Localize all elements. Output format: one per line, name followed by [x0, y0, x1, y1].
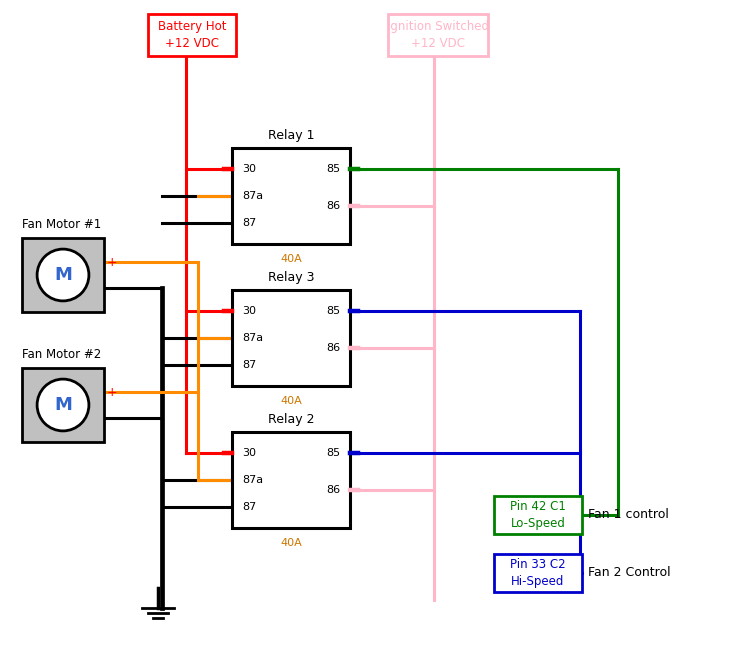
Bar — [232, 148, 350, 244]
Text: 87: 87 — [242, 502, 256, 512]
Text: M: M — [54, 396, 72, 414]
Text: +: + — [107, 386, 118, 399]
Text: Fan Motor #2: Fan Motor #2 — [22, 348, 101, 361]
Text: -: - — [107, 282, 112, 295]
Text: Fan 2 Control: Fan 2 Control — [588, 567, 671, 579]
Text: 87a: 87a — [242, 475, 263, 485]
Text: 87a: 87a — [242, 333, 263, 343]
Text: Relay 1: Relay 1 — [268, 129, 314, 142]
Bar — [494, 496, 582, 534]
Text: Fan Motor #1: Fan Motor #1 — [22, 218, 101, 231]
Text: Ignition Switched
+12 VDC: Ignition Switched +12 VDC — [387, 20, 489, 50]
Text: 85: 85 — [326, 448, 340, 458]
Text: 86: 86 — [326, 201, 340, 211]
Text: 87: 87 — [242, 218, 256, 228]
Bar — [232, 432, 350, 528]
Text: +: + — [107, 256, 118, 269]
Text: Fan 1 control: Fan 1 control — [588, 508, 669, 522]
Text: M: M — [54, 266, 72, 284]
Text: 85: 85 — [326, 306, 340, 316]
Bar — [22, 238, 104, 312]
Text: 40A: 40A — [280, 254, 302, 264]
Text: Battery Hot
+12 VDC: Battery Hot +12 VDC — [158, 20, 226, 50]
Text: 30: 30 — [242, 448, 256, 458]
Bar — [388, 14, 488, 56]
Circle shape — [37, 379, 89, 431]
Text: Pin 33 C2
Hi-Speed: Pin 33 C2 Hi-Speed — [510, 558, 566, 588]
Text: 40A: 40A — [280, 538, 302, 548]
Text: 85: 85 — [326, 164, 340, 174]
Bar — [232, 290, 350, 386]
Text: Pin 42 C1
Lo-Speed: Pin 42 C1 Lo-Speed — [510, 500, 566, 530]
Text: 30: 30 — [242, 164, 256, 174]
Text: 30: 30 — [242, 306, 256, 316]
Text: 40A: 40A — [280, 396, 302, 406]
Bar — [148, 14, 236, 56]
Bar — [494, 554, 582, 592]
Text: Relay 2: Relay 2 — [268, 413, 314, 426]
Text: Relay 3: Relay 3 — [268, 271, 314, 284]
Text: 87: 87 — [242, 360, 256, 370]
Circle shape — [37, 249, 89, 301]
Text: -: - — [107, 412, 112, 425]
Text: 86: 86 — [326, 342, 340, 353]
Text: 86: 86 — [326, 485, 340, 495]
Text: 87a: 87a — [242, 191, 263, 201]
Bar — [22, 368, 104, 442]
